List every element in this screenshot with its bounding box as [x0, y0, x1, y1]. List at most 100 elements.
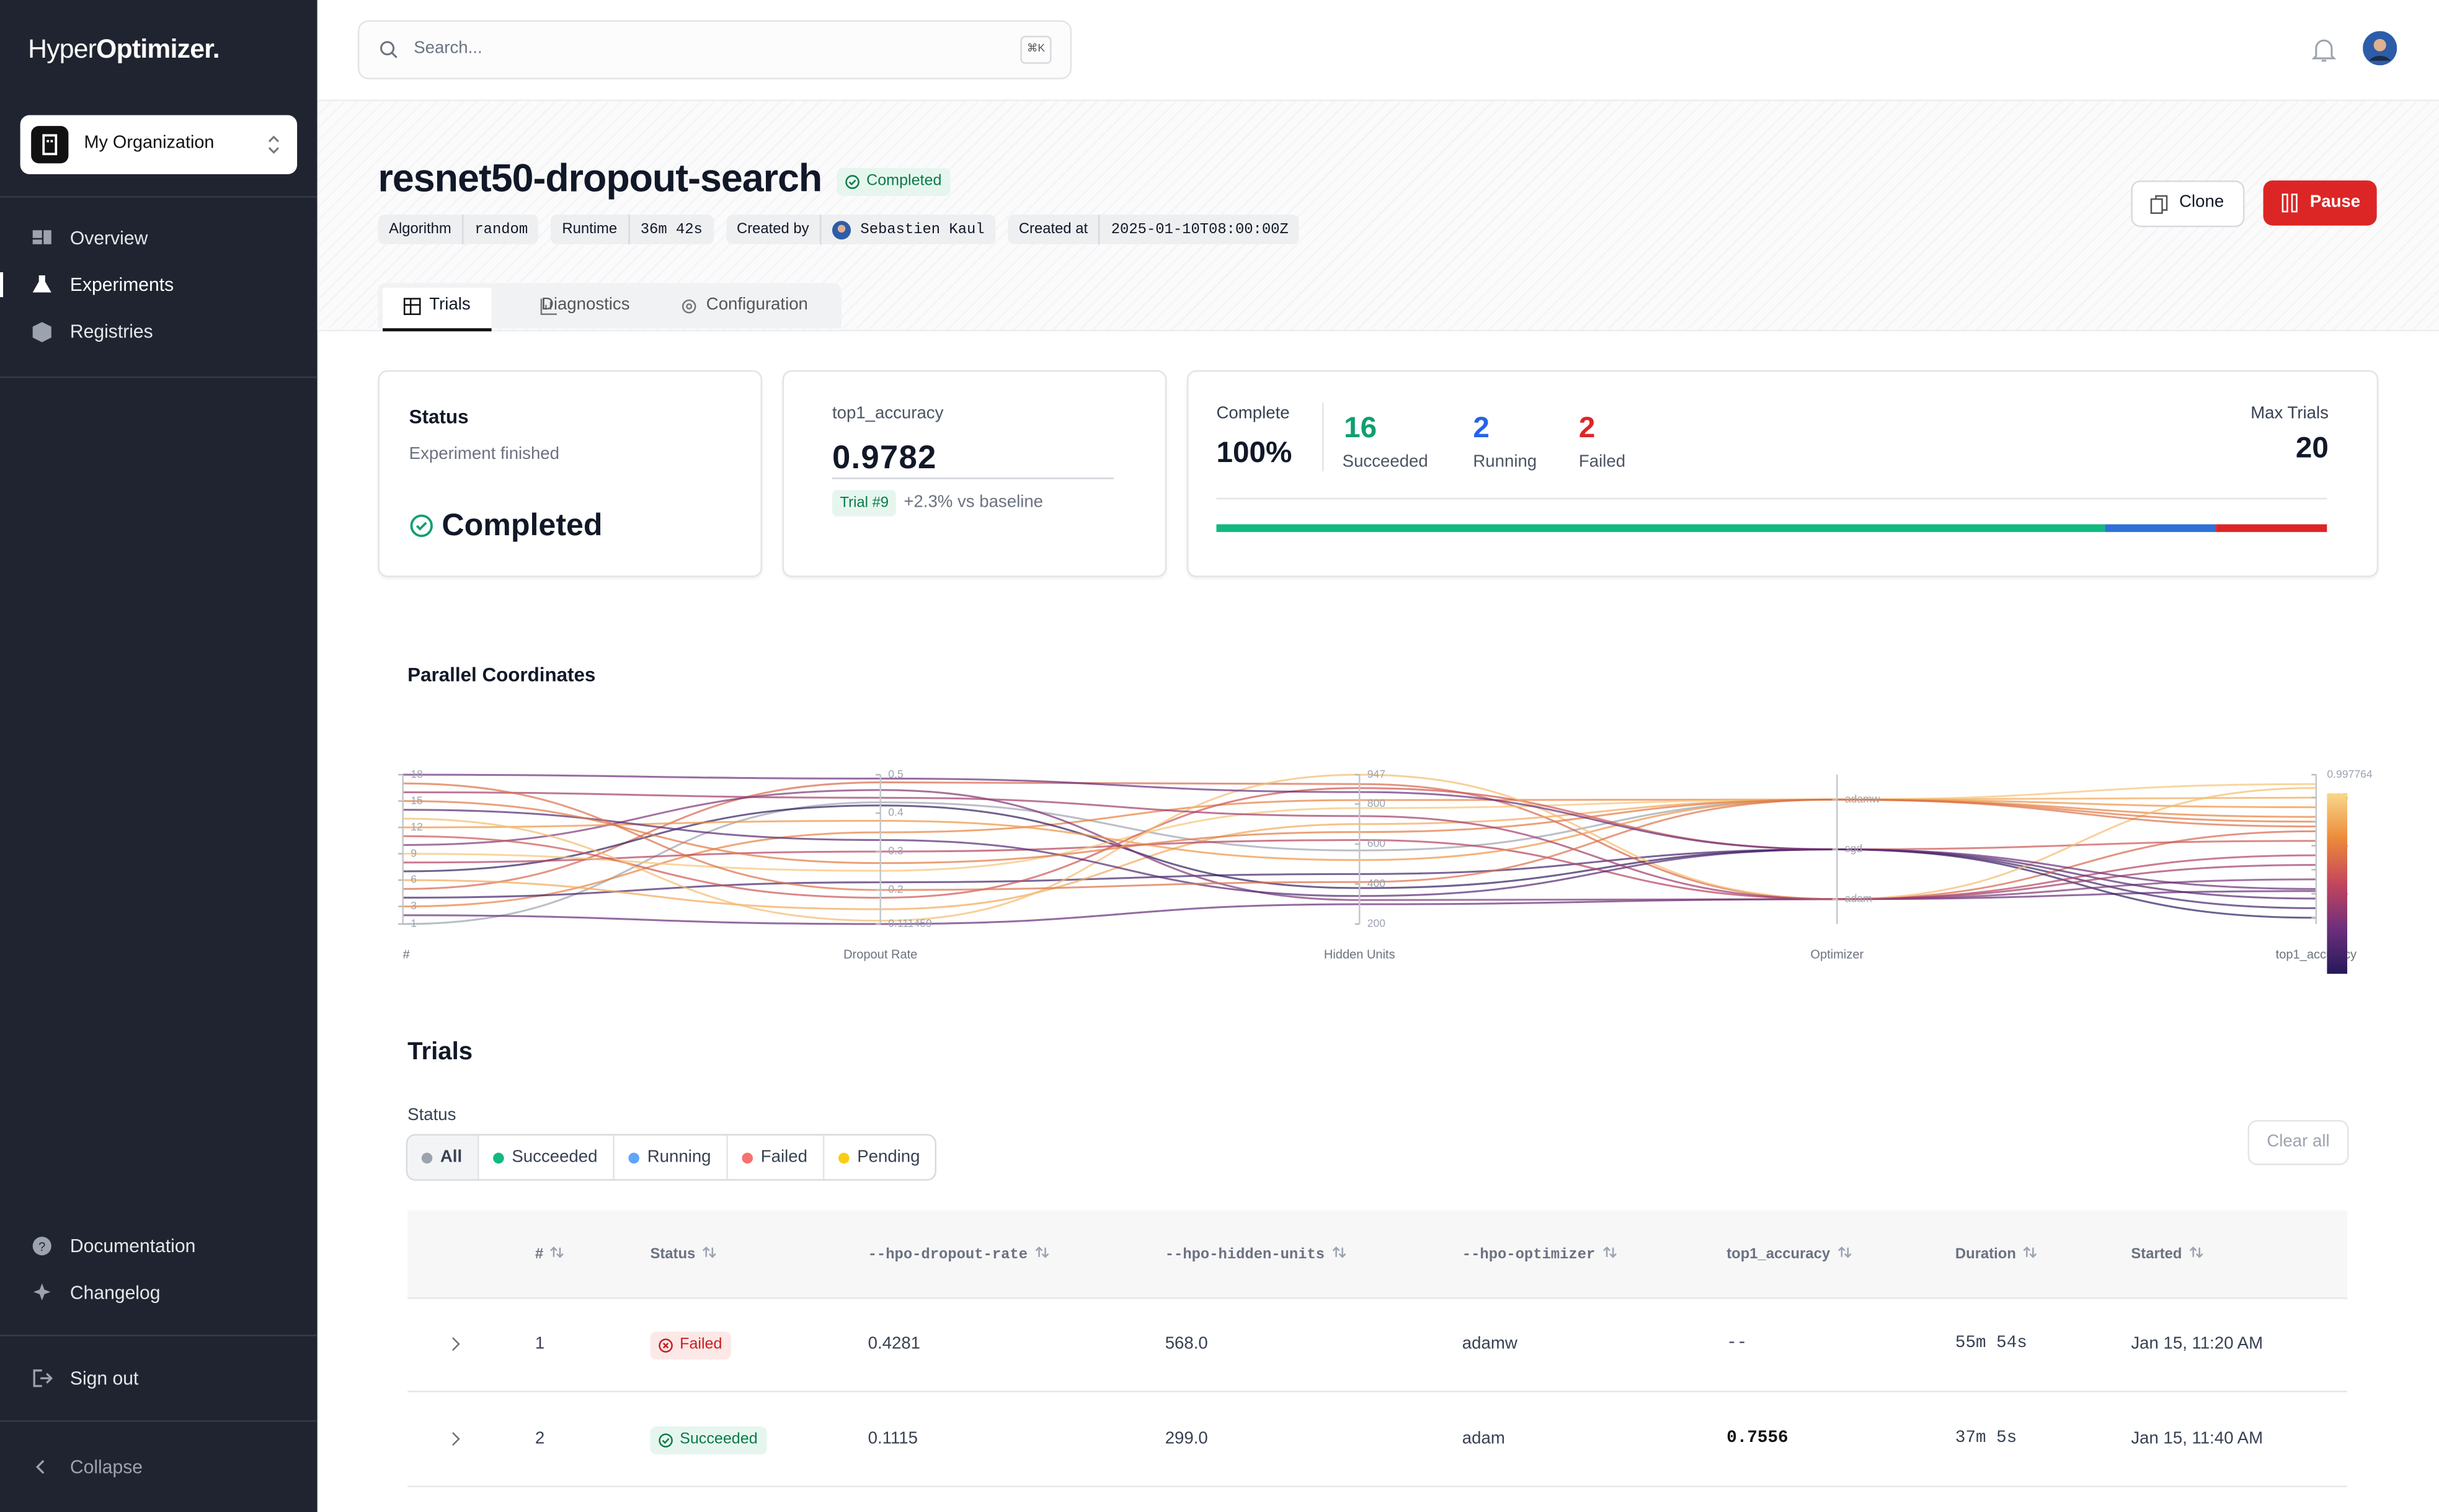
sort-icon	[1602, 1246, 1616, 1258]
filter-option[interactable]: Succeeded	[478, 1136, 613, 1180]
collapse[interactable]: Collapse	[69, 1456, 143, 1478]
column-header[interactable]: --hpo-hidden-units	[1165, 1245, 1347, 1263]
meta-text: 36m 42s	[640, 221, 703, 238]
divider	[1216, 497, 2327, 500]
metric-card: top1_accuracy 0.9782 Trial #9 +2.3% vs b…	[782, 370, 1167, 577]
search[interactable]: Search... ⌘K	[357, 20, 1072, 79]
active-tab	[383, 288, 492, 332]
expand-chevron[interactable]	[450, 1336, 462, 1352]
svg-text:?: ?	[38, 1240, 45, 1254]
status-filter: All Succeeded Running Failed Pending	[406, 1134, 938, 1181]
pause-button[interactable]: Pause	[2263, 180, 2377, 226]
complete-label: Complete	[1216, 404, 1290, 424]
icon-mark	[662, 1438, 670, 1444]
tick-label: 18	[411, 768, 423, 780]
column-header[interactable]: top1_accuracy	[1726, 1245, 1852, 1263]
status-icon	[659, 1433, 673, 1448]
metric-delta: +2.3% vs baseline	[904, 493, 1044, 512]
sign-out[interactable]: Sign out	[69, 1367, 139, 1389]
axis-label: #	[403, 948, 411, 961]
tick-label: 0.4	[888, 806, 904, 819]
clone-button[interactable]: Clone	[2131, 180, 2245, 228]
trial-line	[402, 796, 2316, 910]
tick-label: 0.5	[888, 768, 904, 780]
tab[interactable]: Diagnostics	[541, 295, 630, 314]
filter-option[interactable]: Failed	[726, 1136, 823, 1180]
brand-bold: Optimizer.	[96, 34, 220, 64]
tick-label: 0.3	[888, 845, 903, 857]
column-title: --hpo-optimizer	[1462, 1246, 1596, 1263]
tick-label: 200	[1367, 917, 1386, 930]
tabs: Trials Diagnostics Configuration	[378, 283, 842, 332]
nav-item[interactable]: Overview	[69, 227, 148, 249]
filter-dot	[838, 1152, 850, 1163]
filter-option[interactable]: All	[407, 1136, 478, 1180]
meta-value: 2025-01-10T08:00:00Z	[1098, 215, 1300, 244]
column-header[interactable]: Status	[650, 1245, 717, 1263]
column-title: --hpo-hidden-units	[1165, 1246, 1325, 1263]
table-header	[407, 1210, 2348, 1299]
nav-item[interactable]: Documentation	[69, 1235, 196, 1257]
separator	[0, 196, 318, 198]
column-header[interactable]: Started	[2131, 1245, 2203, 1263]
org-switcher[interactable]: My Organization	[20, 115, 298, 174]
column-header[interactable]: Duration	[1955, 1245, 2038, 1263]
trial-chip[interactable]: Trial #9	[832, 490, 897, 517]
table-cell: 0.4281	[868, 1335, 921, 1354]
tab[interactable]: Trials	[429, 295, 471, 314]
table-cell: 299.0	[1165, 1430, 1208, 1449]
status-text: Succeeded	[680, 1431, 758, 1449]
sidebar: HyperOptimizer. My Organization Overview…	[0, 0, 318, 1512]
filter-text: Running	[647, 1148, 711, 1167]
sort-arrows	[1331, 1246, 1346, 1258]
column-title: Duration	[1955, 1246, 2016, 1263]
max-value: 20	[2295, 432, 2329, 465]
search-placeholder: Search...	[414, 38, 482, 58]
expand-chevron[interactable]	[450, 1431, 462, 1447]
tick-label: 15	[411, 794, 423, 806]
column-title: top1_accuracy	[1726, 1246, 1831, 1263]
filter-text: Pending	[857, 1148, 920, 1167]
filter-option[interactable]: Pending	[823, 1136, 936, 1180]
status-text: Failed	[680, 1336, 722, 1354]
tab[interactable]: Configuration	[706, 295, 808, 314]
badge-icon	[845, 175, 860, 189]
column-header[interactable]: --hpo-optimizer	[1462, 1245, 1617, 1263]
avatar[interactable]	[2363, 31, 2397, 66]
table-cell: 568.0	[1165, 1335, 1208, 1354]
sort-arrows	[702, 1246, 716, 1258]
status-text: Completed	[866, 172, 942, 190]
row-divider	[407, 1485, 2348, 1487]
icon-ring	[659, 1338, 673, 1353]
nav-item[interactable]: Registries	[69, 320, 153, 342]
parallel-chart: #1 3 6 9 12 15 18 Dropout Rate 0.111459 0.2 0.3 0.4…	[398, 768, 2373, 974]
tick-label: adam	[1845, 892, 1872, 904]
meta-text: random	[474, 221, 528, 238]
tick-label: 9	[411, 847, 417, 859]
nav-item[interactable]: Experiments	[69, 273, 174, 296]
column-header[interactable]: --hpo-dropout-rate	[868, 1245, 1050, 1263]
clear-all[interactable]: Clear all	[2247, 1119, 2349, 1165]
check-icon	[410, 514, 433, 537]
brand: HyperOptimizer.	[28, 34, 220, 65]
button-label: Clone	[2179, 193, 2224, 212]
active-indicator	[0, 272, 4, 298]
failed-count: 2	[1578, 412, 1596, 445]
filter-dot	[421, 1152, 433, 1163]
collapse-icon	[35, 1460, 45, 1474]
bell[interactable]	[2311, 36, 2337, 64]
nav-item[interactable]: Changelog	[69, 1281, 161, 1304]
sort-icon	[550, 1246, 564, 1258]
filter-text: Failed	[760, 1148, 807, 1167]
meta-chip: Runtime 36m 42s	[551, 215, 714, 244]
underline	[832, 478, 1114, 479]
succeeded-label: Succeeded	[1342, 452, 1428, 472]
table-cell: 1	[535, 1335, 545, 1354]
table-cell: 0.1115	[868, 1430, 918, 1449]
table-cell: adamw	[1462, 1335, 1517, 1354]
filter-option[interactable]: Running	[613, 1136, 727, 1180]
table-cell: Jan 15, 11:40 AM	[2131, 1430, 2264, 1449]
separator	[0, 376, 318, 378]
clone-icon	[2150, 195, 2168, 214]
column-header[interactable]: #	[535, 1245, 565, 1263]
